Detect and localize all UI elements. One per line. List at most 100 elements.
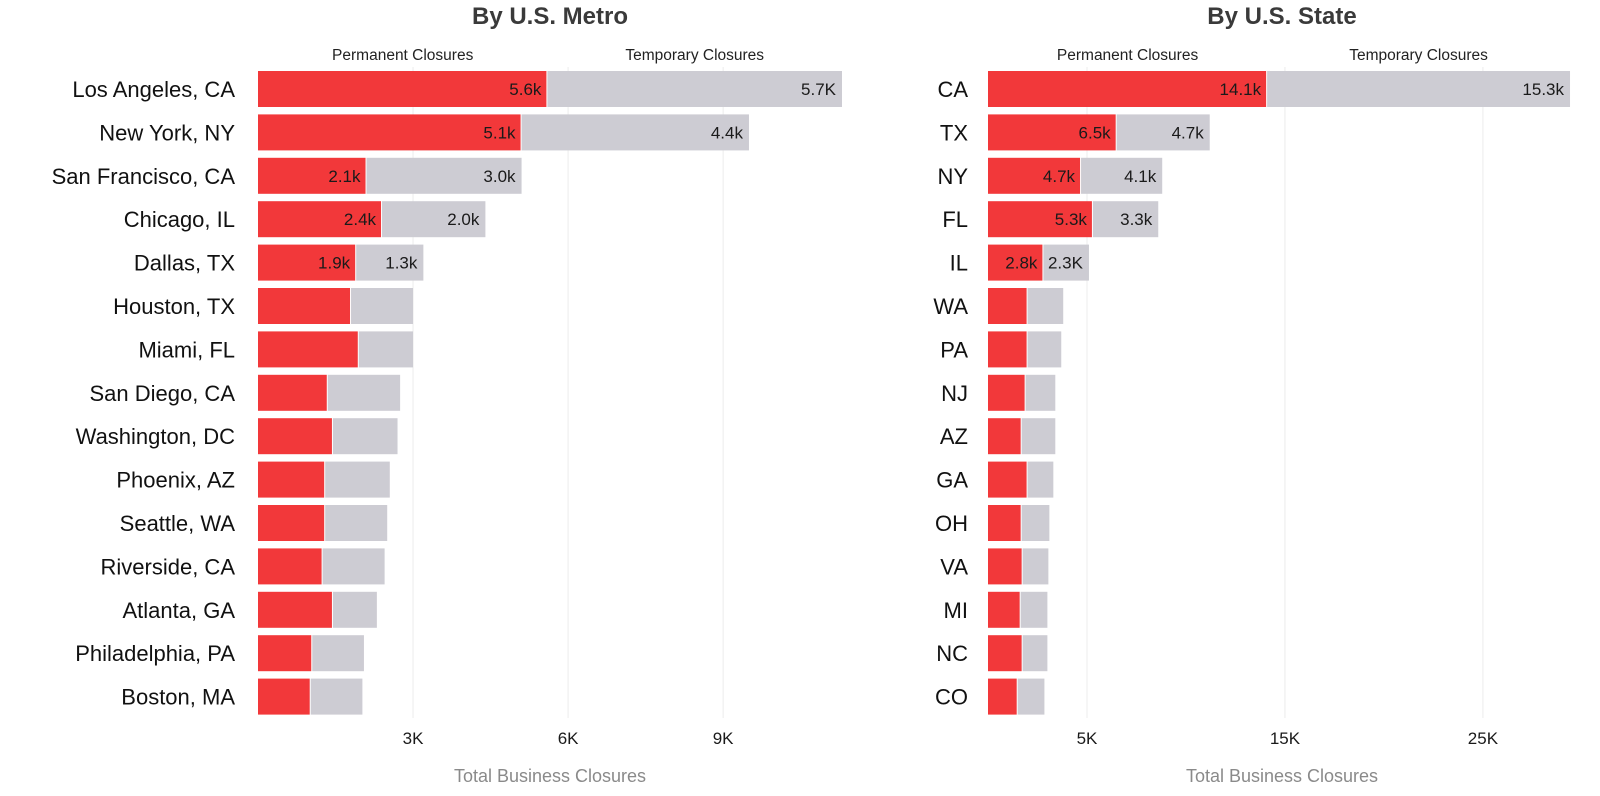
data-label-temporary: 5.7K bbox=[801, 80, 837, 99]
bar-permanent bbox=[258, 461, 325, 498]
bar-permanent bbox=[258, 114, 521, 151]
category-label: NC bbox=[936, 641, 968, 666]
bar-permanent bbox=[988, 71, 1267, 107]
category-label: New York, NY bbox=[99, 120, 235, 145]
bar-permanent bbox=[988, 157, 1081, 194]
category-label: CO bbox=[935, 685, 968, 710]
chart-panel-0: By U.S. Metro Permanent Closures Temporary… bbox=[52, 3, 842, 786]
bar-permanent bbox=[988, 548, 1022, 585]
bar-permanent bbox=[988, 461, 1027, 498]
chart-title: By U.S. State bbox=[1207, 3, 1356, 30]
category-label: Philadelphia, PA bbox=[75, 641, 235, 666]
bar-permanent bbox=[258, 201, 382, 238]
bar-temporary bbox=[325, 461, 390, 498]
category-label: NJ bbox=[941, 381, 968, 406]
bar-permanent bbox=[258, 635, 312, 672]
data-label-permanent: 4.7k bbox=[1043, 167, 1076, 186]
data-label-permanent: 6.5k bbox=[1079, 123, 1112, 142]
bar-temporary bbox=[312, 635, 364, 672]
bar-temporary bbox=[1043, 244, 1089, 281]
category-label: IL bbox=[950, 251, 968, 276]
data-label-temporary: 4.4k bbox=[711, 123, 744, 142]
section-label-temporary: Temporary Closures bbox=[625, 47, 764, 64]
data-label-permanent: 2.8k bbox=[1005, 254, 1038, 273]
bar-permanent bbox=[258, 418, 332, 455]
category-label: Boston, MA bbox=[121, 685, 235, 710]
bar-permanent bbox=[988, 201, 1092, 238]
category-label: PA bbox=[940, 337, 968, 362]
category-label: AZ bbox=[940, 424, 968, 449]
x-tick-label: 15K bbox=[1270, 729, 1301, 748]
data-label-temporary: 2.3K bbox=[1048, 254, 1084, 273]
category-label: GA bbox=[936, 468, 968, 493]
bar-temporary bbox=[1116, 114, 1210, 151]
bar-temporary bbox=[521, 114, 749, 151]
data-label-permanent: 2.1k bbox=[328, 167, 361, 186]
category-label: Miami, FL bbox=[138, 337, 235, 362]
category-label: Los Angeles, CA bbox=[72, 77, 235, 102]
category-label: Chicago, IL bbox=[124, 207, 235, 232]
category-label: NY bbox=[937, 164, 968, 189]
category-label: Dallas, TX bbox=[134, 251, 235, 276]
category-label: Atlanta, GA bbox=[122, 598, 235, 623]
bar-temporary bbox=[1081, 157, 1163, 194]
data-label-temporary: 1.3k bbox=[385, 254, 418, 273]
category-label: VA bbox=[940, 554, 968, 579]
category-label: CA bbox=[937, 77, 968, 102]
bar-temporary bbox=[322, 548, 385, 585]
category-label: Houston, TX bbox=[113, 294, 235, 319]
section-label-permanent: Permanent Closures bbox=[1057, 47, 1199, 64]
bar-temporary bbox=[356, 244, 424, 281]
chart-title: By U.S. Metro bbox=[472, 3, 628, 30]
bar-temporary bbox=[1020, 591, 1048, 628]
category-label: OH bbox=[935, 511, 968, 536]
bar-temporary bbox=[1022, 635, 1048, 672]
bar-temporary bbox=[1017, 678, 1045, 715]
data-label-temporary: 4.1k bbox=[1124, 167, 1157, 186]
bar-permanent bbox=[258, 678, 310, 715]
data-label-permanent: 5.3k bbox=[1055, 210, 1088, 229]
data-label-temporary: 3.0k bbox=[483, 167, 516, 186]
bar-temporary bbox=[1025, 374, 1056, 411]
bar-permanent bbox=[988, 678, 1017, 715]
bar-temporary bbox=[332, 591, 377, 628]
bar-temporary bbox=[1092, 201, 1159, 238]
category-label: TX bbox=[940, 120, 968, 145]
bar-permanent bbox=[258, 331, 358, 368]
x-tick-label: 6K bbox=[558, 729, 579, 748]
category-label: MI bbox=[944, 598, 968, 623]
category-label: Riverside, CA bbox=[101, 554, 236, 579]
section-label-temporary: Temporary Closures bbox=[1349, 47, 1488, 64]
category-label: FL bbox=[942, 207, 968, 232]
bar-permanent bbox=[988, 591, 1020, 628]
bar-permanent bbox=[988, 418, 1021, 455]
category-label: San Diego, CA bbox=[89, 381, 235, 406]
bar-temporary bbox=[1027, 331, 1062, 368]
data-label-permanent: 2.4k bbox=[344, 210, 377, 229]
x-axis-title: Total Business Closures bbox=[1186, 766, 1378, 786]
bar-temporary bbox=[325, 505, 388, 541]
bar-permanent bbox=[258, 288, 351, 324]
bar-permanent bbox=[988, 505, 1021, 541]
bar-permanent bbox=[258, 157, 366, 194]
category-label: San Francisco, CA bbox=[52, 164, 236, 189]
category-label: WA bbox=[933, 294, 968, 319]
bar-permanent bbox=[988, 244, 1043, 281]
category-label: Phoenix, AZ bbox=[116, 468, 235, 493]
bar-temporary bbox=[382, 201, 486, 238]
bar-permanent bbox=[258, 505, 325, 541]
bar-temporary bbox=[1021, 505, 1050, 541]
bar-permanent bbox=[988, 374, 1025, 411]
data-label-permanent: 5.6k bbox=[509, 80, 542, 99]
bar-permanent bbox=[988, 331, 1027, 368]
bar-temporary bbox=[1027, 288, 1064, 324]
section-label-permanent: Permanent Closures bbox=[332, 47, 474, 64]
data-label-temporary: 4.7k bbox=[1172, 123, 1205, 142]
bar-permanent bbox=[988, 635, 1022, 672]
bar-permanent bbox=[258, 548, 322, 585]
bar-temporary bbox=[547, 71, 842, 107]
bar-temporary bbox=[332, 418, 398, 455]
data-label-temporary: 2.0k bbox=[447, 210, 480, 229]
